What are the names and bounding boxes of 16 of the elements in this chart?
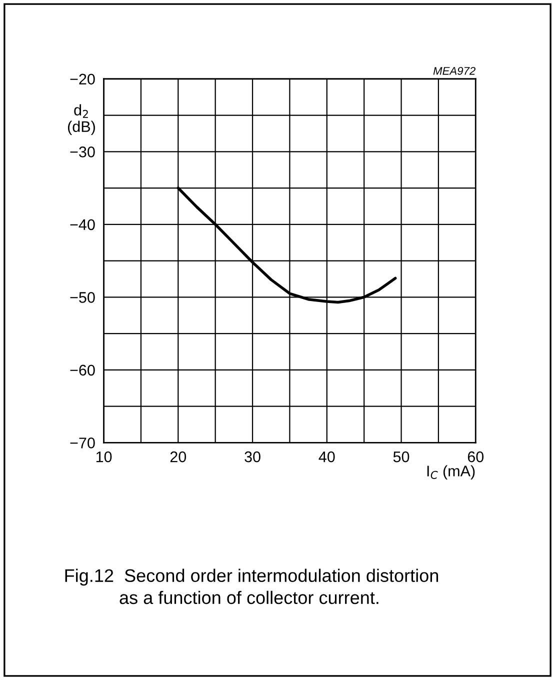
x-tick-label: 20 [170, 451, 186, 462]
x-tick-label: 40 [318, 451, 335, 462]
x-tick-label: 60 [468, 451, 484, 462]
y-axis-title: d$_{2}$ (dB) [68, 104, 95, 136]
y-tick-label: −40 [70, 219, 95, 230]
x-tick-label: 50 [393, 451, 410, 462]
x-axis-title: I$_{C}$ (mA) [427, 465, 475, 480]
x-tick-label: 30 [244, 451, 260, 462]
y-tick-label: −60 [70, 364, 95, 376]
y-tick-label: −50 [70, 292, 95, 303]
y-tick-label: −30 [70, 146, 95, 158]
caption: Fig.12 Second order intermodulation distortion as a function of collector current. [65, 568, 438, 604]
x-tick-label: 10 [96, 451, 112, 462]
y-tick-label: −20 [70, 74, 95, 85]
y-tick-label: −70 [70, 438, 95, 448]
chart-title: MEA972 [433, 66, 476, 75]
